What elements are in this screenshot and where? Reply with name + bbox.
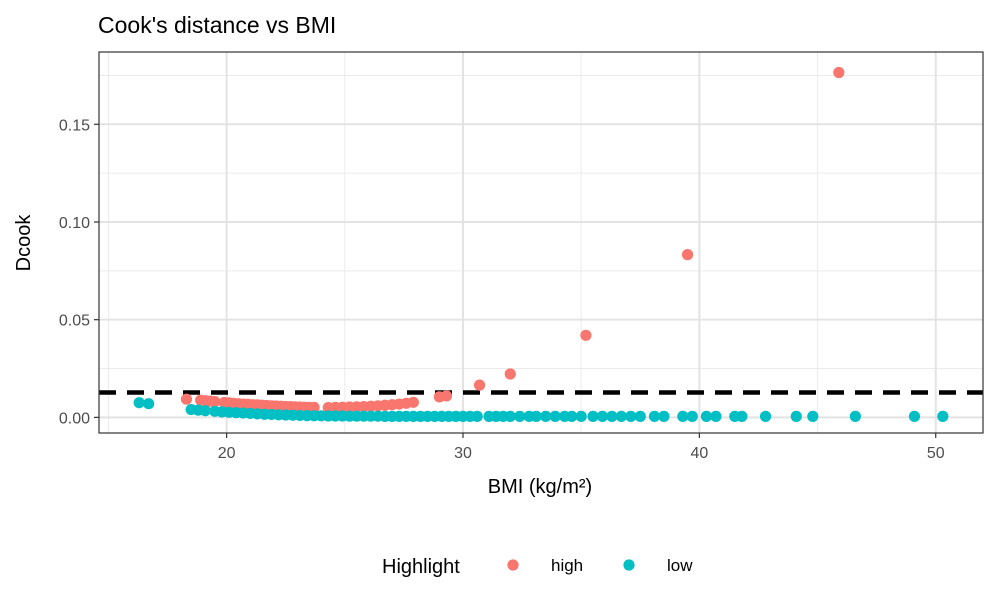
x-tick-label: 30 — [454, 445, 472, 462]
point-low — [575, 410, 587, 422]
panel-border-rect — [98, 51, 984, 434]
chart-title: Cook's distance vs BMI — [98, 12, 336, 38]
legend-label-low: low — [667, 556, 693, 575]
x-tick-label: 50 — [927, 445, 945, 462]
point-low — [530, 410, 542, 422]
point-low — [700, 410, 713, 422]
plot-panel — [99, 52, 983, 433]
point-low — [710, 410, 722, 422]
point-low — [133, 397, 145, 409]
point-low — [677, 410, 689, 422]
data-points — [133, 66, 949, 422]
point-low — [540, 410, 552, 422]
point-high — [308, 401, 320, 414]
point-high — [504, 368, 516, 380]
plot-panel-background — [99, 52, 983, 433]
point-low — [736, 410, 748, 422]
point-low — [625, 410, 637, 422]
point-low — [587, 410, 599, 422]
point-low — [549, 410, 561, 422]
point-low — [615, 410, 627, 422]
point-high — [407, 396, 419, 408]
panel-border — [98, 51, 984, 434]
point-high — [180, 393, 193, 405]
point-high — [833, 66, 845, 79]
point-low — [596, 410, 609, 422]
point-low — [199, 405, 211, 417]
point-low — [143, 398, 155, 410]
point-low — [471, 410, 483, 422]
x-axis-ticks: 20 30 40 50 — [218, 433, 945, 462]
point-low — [504, 410, 516, 422]
point-low — [807, 410, 819, 422]
x-axis-title: BMI (kg/m²) — [488, 476, 592, 498]
point-low — [686, 410, 698, 422]
x-tick-label: 20 — [218, 445, 236, 462]
point-high — [473, 379, 486, 391]
y-tick-label: 0.00 — [59, 410, 90, 427]
y-tick-label: 0.15 — [59, 117, 90, 134]
point-high — [681, 249, 694, 261]
legend-entries: high low — [507, 556, 693, 575]
point-low — [849, 410, 861, 422]
point-low — [648, 410, 661, 422]
point-high — [209, 395, 221, 408]
point-low — [606, 410, 618, 422]
y-axis-ticks: 0.00 0.05 0.10 0.15 — [59, 117, 99, 427]
point-low — [759, 410, 772, 422]
point-high — [580, 329, 592, 341]
point-low — [937, 410, 949, 422]
y-tick-label: 0.05 — [59, 313, 90, 330]
point-low — [514, 410, 526, 422]
minor-gridlines — [99, 52, 983, 433]
legend: Highlight high low — [382, 556, 693, 578]
point-low — [790, 410, 802, 422]
legend-title: Highlight — [382, 556, 460, 578]
legend-key-high — [507, 559, 519, 571]
y-axis-title: Dcook — [13, 214, 35, 272]
point-low — [908, 410, 921, 422]
y-tick-label: 0.10 — [59, 215, 90, 232]
point-low — [658, 410, 670, 422]
legend-label-high: high — [551, 556, 583, 575]
point-high — [440, 390, 453, 402]
point-low — [634, 410, 646, 422]
legend-key-low — [623, 559, 635, 571]
x-tick-label: 40 — [690, 445, 708, 462]
point-low — [566, 410, 578, 422]
